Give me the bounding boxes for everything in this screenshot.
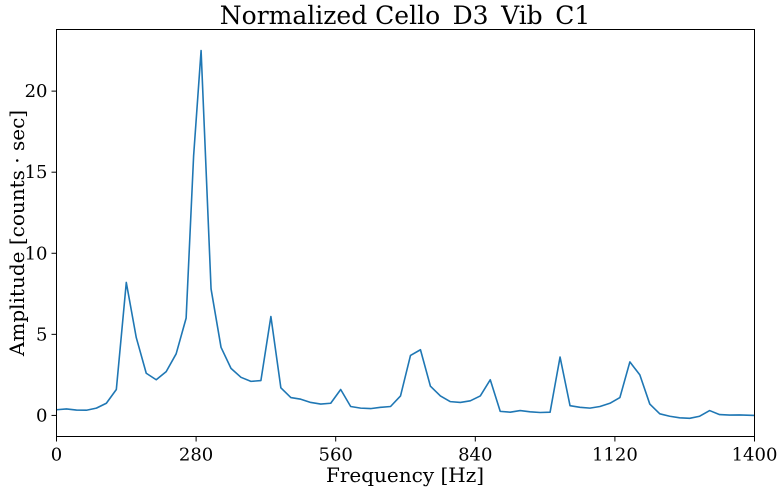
x-tick-label: 280 bbox=[179, 445, 213, 466]
y-tick-label: 0 bbox=[36, 405, 47, 426]
x-tick-label: 1400 bbox=[732, 445, 778, 466]
y-axis-label: Amplitude [counts · sec] bbox=[5, 110, 29, 357]
chart-title: Normalized Cello_D3_Vib_C1 bbox=[220, 1, 590, 30]
y-axis-ticks: 0 5 10 15 20 bbox=[25, 81, 57, 426]
y-tick-label: 15 bbox=[25, 162, 48, 183]
y-tick-label: 20 bbox=[25, 81, 48, 102]
series-layer bbox=[56, 49, 755, 420]
x-axis-ticks: 0 280 560 840 1120 1400 bbox=[51, 436, 778, 466]
x-tick-label: 560 bbox=[319, 445, 353, 466]
y-tick-label: 5 bbox=[36, 324, 47, 345]
x-axis-label: Frequency [Hz] bbox=[326, 463, 484, 487]
plot-frame bbox=[56, 29, 755, 437]
y-tick-label: 10 bbox=[25, 243, 48, 264]
x-tick-label: 1120 bbox=[592, 445, 638, 466]
series-line bbox=[56, 49, 755, 420]
x-tick-label: 840 bbox=[458, 445, 492, 466]
x-tick-label: 0 bbox=[51, 445, 62, 466]
